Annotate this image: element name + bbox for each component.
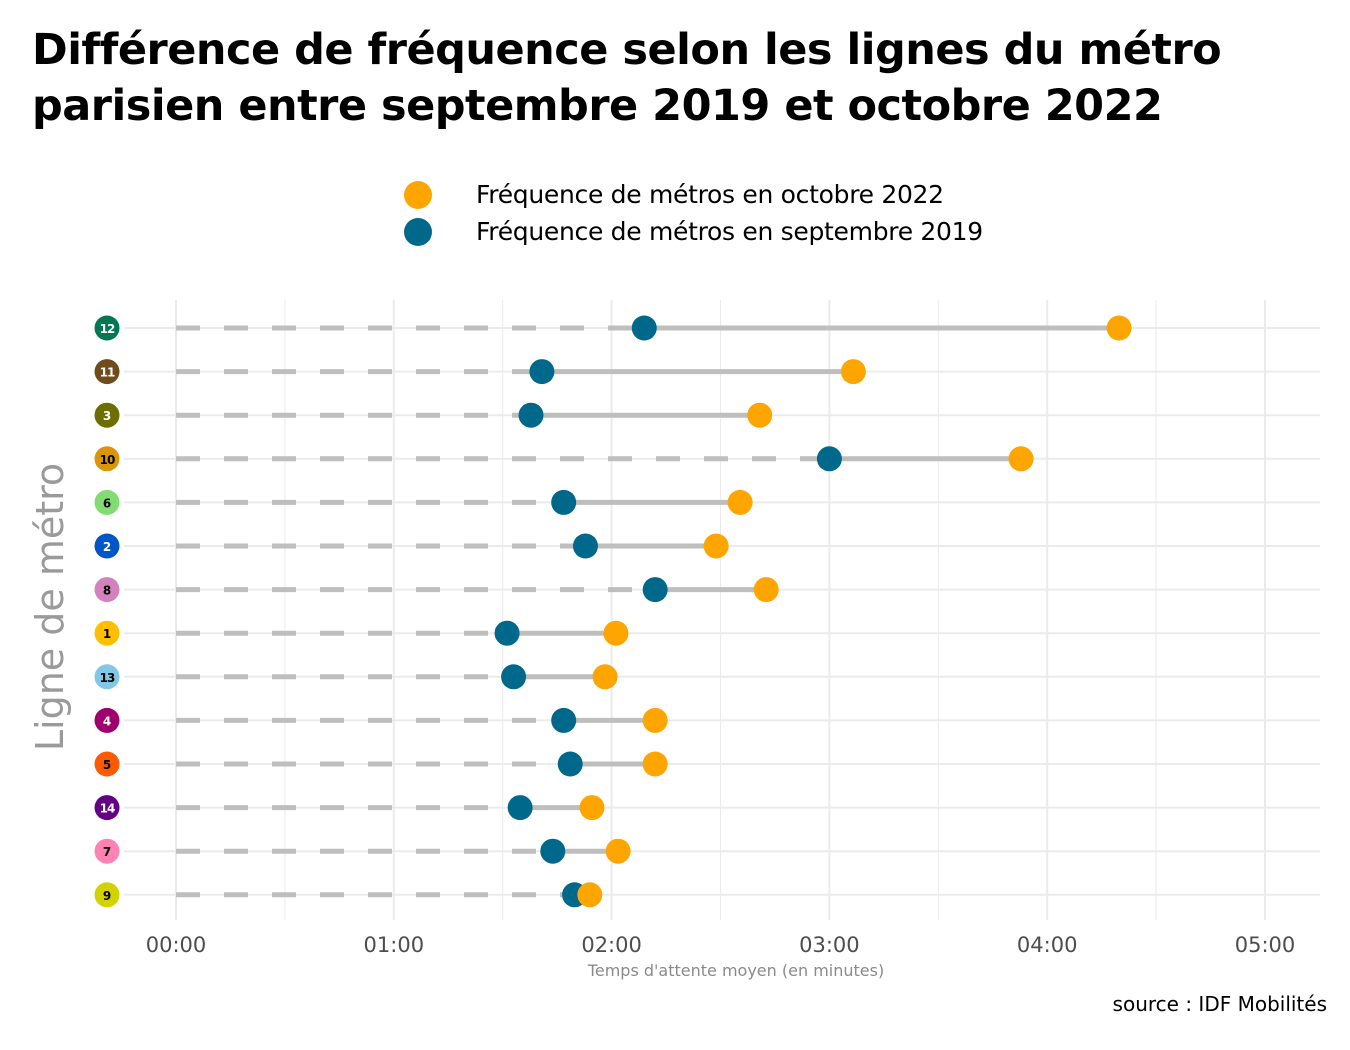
metro-line-badge-13 [94, 664, 120, 690]
point-2022-line-8 [753, 577, 779, 603]
point-2022-line-6 [727, 489, 753, 515]
metro-line-badge-1 [94, 620, 120, 646]
metro-line-badge-11 [94, 359, 120, 385]
metro-line-label-1: 1 [103, 627, 111, 641]
x-tick-label: 02:00 [581, 933, 642, 957]
legend-marker-2019 [404, 217, 432, 246]
point-2019-line-11 [529, 359, 555, 385]
metro-line-label-2: 2 [103, 540, 111, 554]
point-2019-line-10 [816, 446, 842, 472]
x-tick-label: 01:00 [364, 933, 425, 957]
legend-label-2019: Fréquence de métros en septembre 2019 [476, 217, 983, 246]
x-axis-label: Temps d'attente moyen (en minutes) [587, 961, 885, 980]
x-tick-label: 03:00 [799, 933, 860, 957]
point-2019-line-3 [518, 402, 544, 428]
metro-line-label-6: 6 [103, 496, 111, 510]
metro-line-label-14: 14 [100, 802, 115, 816]
metro-line-label-13: 13 [100, 671, 115, 685]
metro-line-badge-12 [94, 315, 120, 341]
metro-line-label-10: 10 [100, 453, 115, 467]
metro-line-label-8: 8 [103, 584, 111, 598]
point-2019-line-5 [557, 751, 583, 777]
point-2022-line-1 [603, 620, 629, 646]
metro-line-badge-10 [94, 446, 120, 472]
legend: Fréquence de métros en octobre 2022 Fréq… [404, 176, 983, 250]
point-2022-line-4 [642, 707, 668, 733]
legend-marker-2022 [404, 180, 432, 209]
point-2019-line-7 [540, 838, 566, 864]
point-2019-line-12 [631, 315, 657, 341]
metro-line-label-9: 9 [103, 889, 111, 903]
point-2019-line-6 [551, 489, 577, 515]
legend-item-2019: Fréquence de métros en septembre 2019 [404, 213, 983, 250]
metro-line-label-3: 3 [103, 409, 111, 423]
point-2022-line-7 [605, 838, 631, 864]
point-2019-line-13 [501, 664, 527, 690]
metro-line-badge-9 [94, 882, 120, 908]
point-2022-line-9 [577, 882, 603, 908]
x-tick-label: 04:00 [1017, 933, 1078, 957]
metro-line-badge-4 [94, 707, 120, 733]
metro-line-badge-6 [94, 489, 120, 515]
point-2022-line-5 [642, 751, 668, 777]
point-2019-line-8 [642, 577, 668, 603]
metro-line-badge-5 [94, 751, 120, 777]
point-2022-line-13 [592, 664, 618, 690]
source-note: source : IDF Mobilités [1112, 992, 1327, 1016]
metro-line-label-12: 12 [100, 322, 115, 336]
point-2022-line-10 [1008, 446, 1034, 472]
legend-label-2022: Fréquence de métros en octobre 2022 [476, 180, 944, 209]
point-2019-line-14 [507, 795, 533, 821]
metro-line-badge-3 [94, 402, 120, 428]
chart-title: Différence de fréquence selon les lignes… [32, 25, 1222, 131]
x-tick-label: 00:00 [146, 933, 207, 957]
metro-line-label-5: 5 [103, 758, 111, 772]
legend-item-2022: Fréquence de métros en octobre 2022 [404, 176, 983, 213]
metro-line-badge-7 [94, 838, 120, 864]
point-2022-line-14 [579, 795, 605, 821]
metro-line-label-11: 11 [100, 366, 115, 380]
point-2022-line-2 [703, 533, 729, 559]
point-2019-line-1 [494, 620, 520, 646]
metro-line-badge-14 [94, 795, 120, 821]
point-2019-line-4 [551, 707, 577, 733]
metro-line-label-4: 4 [103, 714, 111, 728]
point-2019-line-2 [572, 533, 598, 559]
metro-line-badge-8 [94, 577, 120, 603]
point-2022-line-12 [1106, 315, 1132, 341]
point-2022-line-3 [747, 402, 773, 428]
point-2022-line-11 [840, 359, 866, 385]
x-tick-label: 05:00 [1235, 933, 1296, 957]
metro-line-label-7: 7 [103, 845, 111, 859]
metro-line-badge-2 [94, 533, 120, 559]
